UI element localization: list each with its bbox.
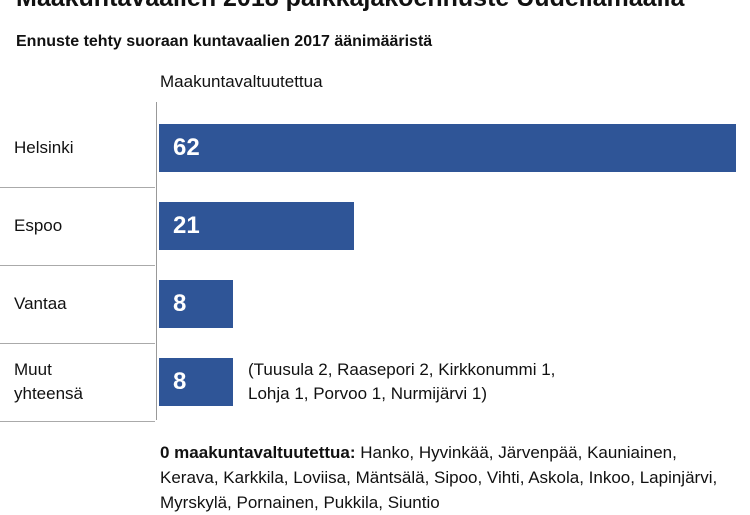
value-label: 8 [173,368,187,395]
chart-title: Maakuntavaalien 2018 paikkajakoennuste U… [16,0,684,13]
category-label: Helsinki [14,138,74,157]
row-separator [0,265,155,266]
page: Maakuntavaalien 2018 paikkajakoennuste U… [0,0,736,512]
annotation: Lohja 1, Porvoo 1, Nurmijärvi 1) [248,384,488,403]
axis-line [156,102,157,420]
note-label: 0 maakuntavaltuutettua: [160,443,356,462]
category-label: Espoo [14,216,63,235]
bar [159,202,355,250]
row-separator [0,343,155,344]
value-label: 21 [173,212,200,239]
note: 0 maakuntavaltuutettua: Hanko, Hyvinkää,… [160,440,740,515]
bar [159,280,234,328]
category-label: Muut yhteensä [14,360,83,403]
row-separator [0,187,155,188]
bar [159,358,234,406]
annotation: (Tuusula 2, Raasepori 2, Kirkkonummi 1, [248,360,556,379]
bar [159,124,736,172]
value-label: 62 [173,134,200,161]
chart-subtitle: Ennuste tehty suoraan kuntavaalien 2017 … [16,33,433,50]
axis-label: Maakuntavaltuutettua [160,72,323,91]
category-label: Vantaa [14,294,67,313]
value-label: 8 [173,290,187,317]
row-separator [0,421,155,422]
